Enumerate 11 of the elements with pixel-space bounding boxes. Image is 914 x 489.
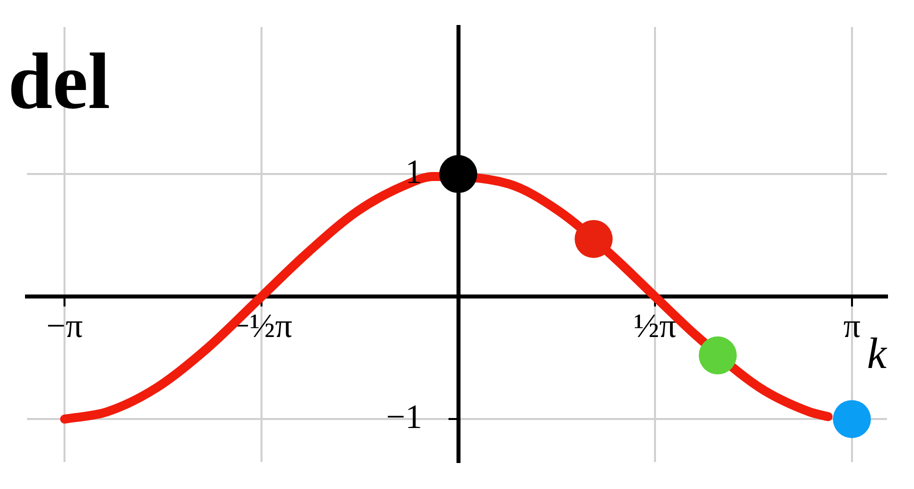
x-tick-label: −π (46, 308, 83, 345)
point (574, 220, 613, 258)
point (698, 336, 737, 374)
x-tick-label: ½π (634, 308, 676, 345)
x-tick-label: π (843, 308, 860, 345)
x-tick-label: −½π (230, 308, 292, 345)
point (439, 155, 478, 194)
x-axis-title: k (867, 329, 888, 378)
point (832, 400, 871, 438)
chart-title: del (8, 38, 110, 126)
y-tick-label: −1 (386, 399, 422, 436)
